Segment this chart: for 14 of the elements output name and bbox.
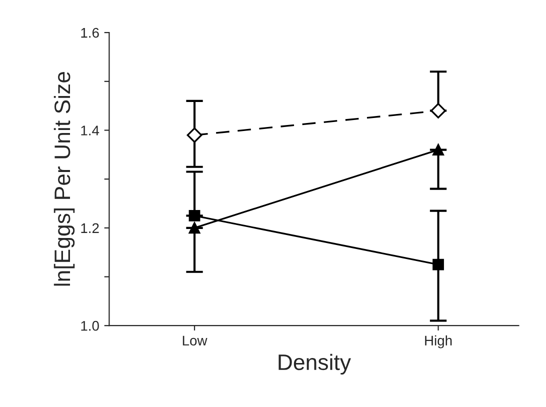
y-tick-label: 1.6 xyxy=(81,28,99,38)
point xyxy=(186,127,202,143)
x-tick-label: High xyxy=(425,335,452,348)
point xyxy=(188,222,200,234)
point xyxy=(432,258,444,270)
point xyxy=(432,144,444,156)
x-axis-title: Density xyxy=(278,354,351,375)
point xyxy=(430,102,446,118)
point xyxy=(188,210,200,222)
x-tick-label: Low xyxy=(182,336,208,346)
y-tick-label: 1.0 xyxy=(81,320,99,331)
y-tick-label: 1.4 xyxy=(81,126,100,136)
y-axis-title: ln[Eggs] Per Unit Size xyxy=(54,72,75,286)
y-tick-label: 1.2 xyxy=(81,223,99,233)
